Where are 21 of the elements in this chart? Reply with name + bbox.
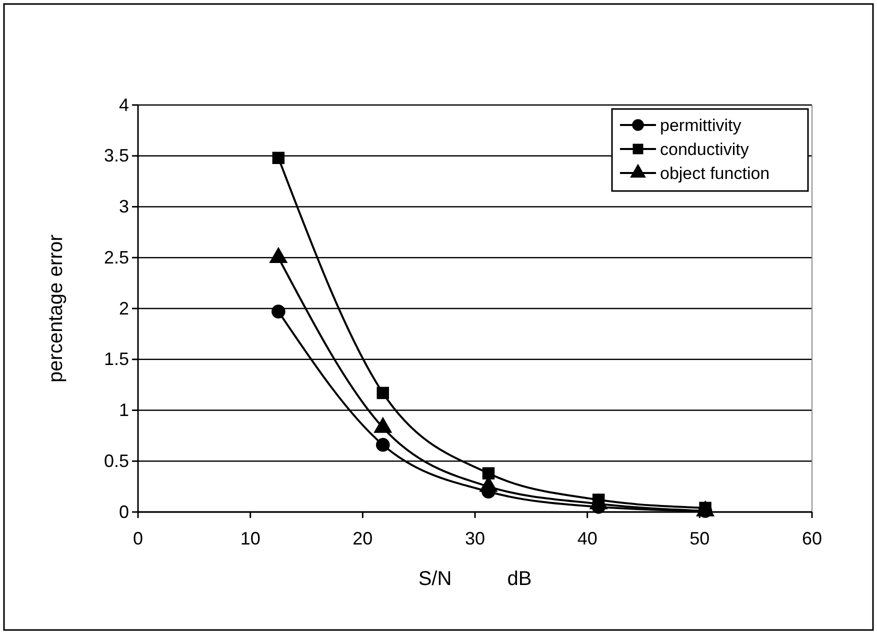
y-tick-label: 1 xyxy=(118,400,129,420)
y-tick-label: 4 xyxy=(118,94,129,115)
x-tick-label: 30 xyxy=(464,528,486,548)
y-tick-label: 0 xyxy=(118,502,129,522)
x-tick-label: 50 xyxy=(690,528,710,548)
x-tick-label: 40 xyxy=(577,528,598,548)
y-tick-label: 3.5 xyxy=(104,146,129,166)
legend-label: permittivity xyxy=(660,116,742,135)
legend-label: conductivity xyxy=(660,140,750,159)
y-axis-title: percentage error xyxy=(45,234,67,382)
x-axis-title: S/N dB xyxy=(418,568,532,590)
x-tick-label: 0 xyxy=(132,528,144,548)
legend-label: object function xyxy=(660,164,770,183)
y-tick-label: 1.5 xyxy=(104,349,129,370)
y-tick-label: 0.5 xyxy=(104,450,129,471)
x-tick-label: 20 xyxy=(352,528,373,548)
x-tick-label: 10 xyxy=(240,528,260,548)
y-tick-label: 3 xyxy=(118,196,129,217)
y-tick-label: 2.5 xyxy=(104,247,129,268)
y-tick-label: 2 xyxy=(118,298,129,318)
x-tick-label: 60 xyxy=(802,528,822,548)
